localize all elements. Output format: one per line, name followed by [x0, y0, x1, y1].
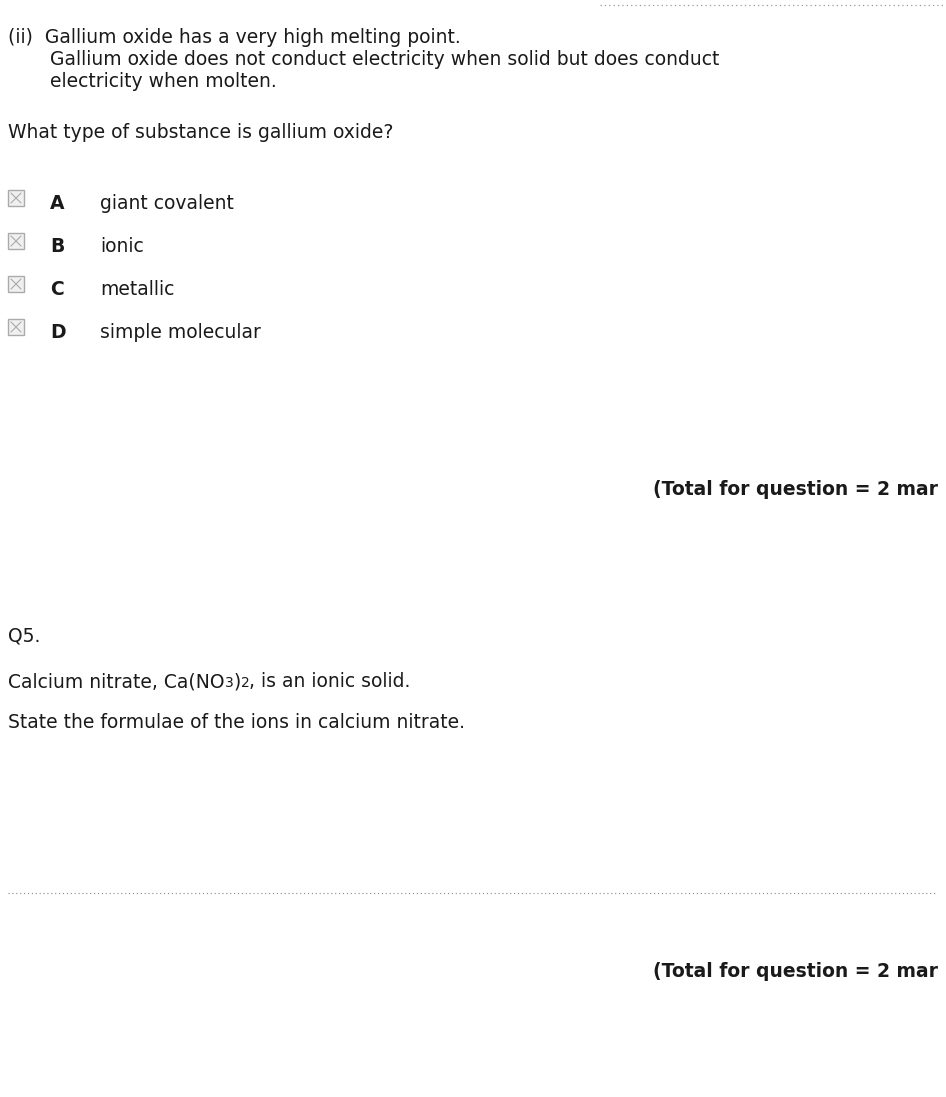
Text: D: D	[50, 323, 65, 342]
Text: 2: 2	[240, 676, 249, 690]
Text: A: A	[50, 194, 64, 213]
Text: (ii)  Gallium oxide has a very high melting point.: (ii) Gallium oxide has a very high melti…	[8, 29, 461, 47]
Text: simple molecular: simple molecular	[100, 323, 261, 342]
Text: (Total for question = 2 mar: (Total for question = 2 mar	[653, 962, 938, 981]
Text: B: B	[50, 237, 64, 256]
Text: (Total for question = 2 mar: (Total for question = 2 mar	[653, 480, 938, 499]
Text: Calcium nitrate, Ca(NO: Calcium nitrate, Ca(NO	[8, 672, 224, 691]
Text: State the formulae of the ions in calcium nitrate.: State the formulae of the ions in calciu…	[8, 713, 465, 732]
Bar	[8, 233, 24, 249]
Text: , is an ionic solid.: , is an ionic solid.	[249, 672, 411, 691]
Text: giant covalent: giant covalent	[100, 194, 234, 213]
Text: ionic: ionic	[100, 237, 144, 256]
Text: Gallium oxide does not conduct electricity when solid but does conduct: Gallium oxide does not conduct electrici…	[8, 50, 719, 69]
Text: ): )	[234, 672, 240, 691]
Bar	[8, 276, 24, 292]
Text: Q5.: Q5.	[8, 627, 41, 646]
Bar	[8, 190, 24, 206]
Text: What type of substance is gallium oxide?: What type of substance is gallium oxide?	[8, 123, 394, 142]
Bar	[8, 319, 24, 335]
Text: C: C	[50, 280, 63, 299]
Text: 3: 3	[224, 676, 234, 690]
Text: metallic: metallic	[100, 280, 174, 299]
Text: electricity when molten.: electricity when molten.	[8, 72, 277, 91]
